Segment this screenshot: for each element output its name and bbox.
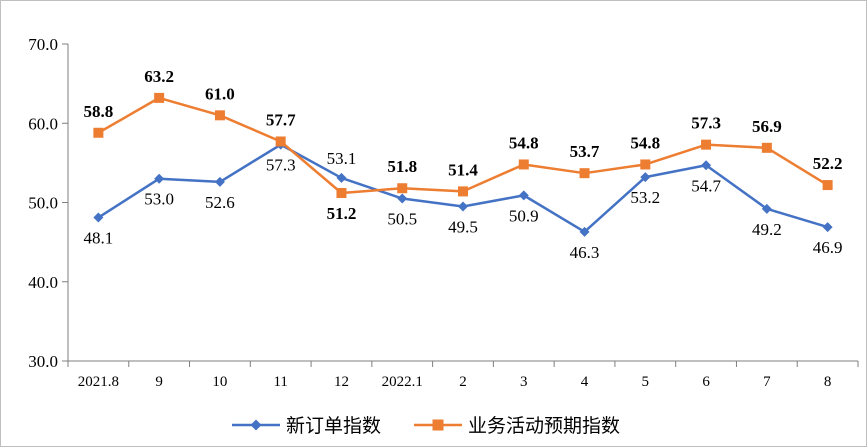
data-label-new-orders: 49.2 xyxy=(752,220,782,239)
data-point-diamond xyxy=(214,176,225,187)
data-label-new-orders: 46.3 xyxy=(570,243,600,262)
data-label-new-orders: 53.0 xyxy=(144,190,174,209)
y-tick-label: 30.0 xyxy=(28,352,58,371)
data-label-new-orders: 52.6 xyxy=(205,193,235,212)
data-point-diamond xyxy=(761,203,772,214)
data-point-square xyxy=(336,187,347,198)
x-tick-label: 4 xyxy=(581,374,589,390)
legend-label-new-orders: 新订单指数 xyxy=(286,415,381,437)
data-point-diamond xyxy=(458,201,468,212)
data-point-diamond xyxy=(822,222,833,233)
legend-label-business-expectations: 业务活动预期指数 xyxy=(468,415,620,437)
data-point-square xyxy=(822,180,833,191)
x-tick-label: 7 xyxy=(763,374,771,390)
x-tick-label: 2 xyxy=(459,374,467,390)
data-label-business-expectations: 63.2 xyxy=(144,67,174,86)
x-tick-label: 12 xyxy=(334,374,349,390)
y-tick-label: 50.0 xyxy=(28,194,58,213)
data-label-new-orders: 50.9 xyxy=(509,206,539,225)
data-point-diamond xyxy=(154,173,165,184)
y-tick-label: 60.0 xyxy=(28,114,58,133)
data-point-diamond xyxy=(93,212,104,223)
data-label-new-orders: 57.3 xyxy=(266,156,296,175)
data-point-square xyxy=(397,183,408,194)
data-point-square xyxy=(579,168,590,179)
data-label-business-expectations: 52.2 xyxy=(813,154,843,173)
data-label-business-expectations: 56.9 xyxy=(752,117,782,136)
data-label-business-expectations: 57.3 xyxy=(691,114,721,133)
data-label-new-orders: 53.1 xyxy=(327,149,357,168)
data-label-business-expectations: 61.0 xyxy=(205,84,235,103)
axes: 30.0 40.0 50.0 60.0 70.0 2021.8 9 10 11 12 2022.1 2… xyxy=(28,35,859,390)
data-point-diamond xyxy=(518,190,529,201)
data-point-square xyxy=(93,127,104,138)
data-label-business-expectations: 51.8 xyxy=(387,157,417,176)
x-tick-label: 2022.1 xyxy=(382,374,423,390)
data-label-business-expectations: 53.7 xyxy=(570,142,600,161)
x-tick-label: 11 xyxy=(273,374,287,390)
data-point-square xyxy=(640,159,651,170)
data-label-new-orders: 54.7 xyxy=(691,176,721,195)
data-label-new-orders: 46.9 xyxy=(813,238,843,257)
data-label-business-expectations: 54.8 xyxy=(509,133,539,152)
data-point-square xyxy=(154,92,165,103)
legend: 新订单指数 业务活动预期指数 xyxy=(232,415,620,437)
data-point-diamond xyxy=(640,172,651,183)
data-label-new-orders: 53.2 xyxy=(630,188,660,207)
legend-diamond-marker xyxy=(250,419,262,431)
data-label-business-expectations: 51.2 xyxy=(327,204,357,223)
data-point-square xyxy=(701,139,712,150)
data-label-business-expectations: 51.4 xyxy=(448,160,478,179)
data-label-new-orders: 49.5 xyxy=(448,217,478,236)
data-label-new-orders: 50.5 xyxy=(387,210,417,229)
data-point-square xyxy=(518,159,529,170)
series-lines xyxy=(93,92,833,237)
data-point-diamond xyxy=(336,172,347,183)
data-point-square xyxy=(761,142,772,153)
data-point-square xyxy=(458,186,468,197)
x-tick-label: 8 xyxy=(824,374,832,390)
data-labels: 48.1 53.0 52.6 57.3 53.1 50.5 49.5 50.9 46.3 53.2… xyxy=(84,67,843,262)
x-tick-label: 9 xyxy=(155,374,163,390)
data-point-diamond xyxy=(397,193,408,204)
data-label-business-expectations: 58.8 xyxy=(84,102,114,121)
data-point-square xyxy=(275,136,286,147)
y-tick-label: 40.0 xyxy=(28,273,58,292)
x-tick-label: 2021.8 xyxy=(78,374,119,390)
x-tick-label: 6 xyxy=(702,374,710,390)
data-label-business-expectations: 57.7 xyxy=(266,110,296,129)
legend-square-marker xyxy=(432,419,444,431)
x-tick-label: 10 xyxy=(212,374,227,390)
data-label-new-orders: 48.1 xyxy=(84,229,114,248)
y-tick-label: 70.0 xyxy=(28,35,58,54)
data-point-diamond xyxy=(701,160,712,171)
data-point-square xyxy=(214,110,225,121)
data-label-business-expectations: 54.8 xyxy=(630,133,660,152)
x-tick-label: 5 xyxy=(642,374,650,390)
data-point-diamond xyxy=(579,226,590,237)
x-tick-label: 3 xyxy=(520,374,528,390)
